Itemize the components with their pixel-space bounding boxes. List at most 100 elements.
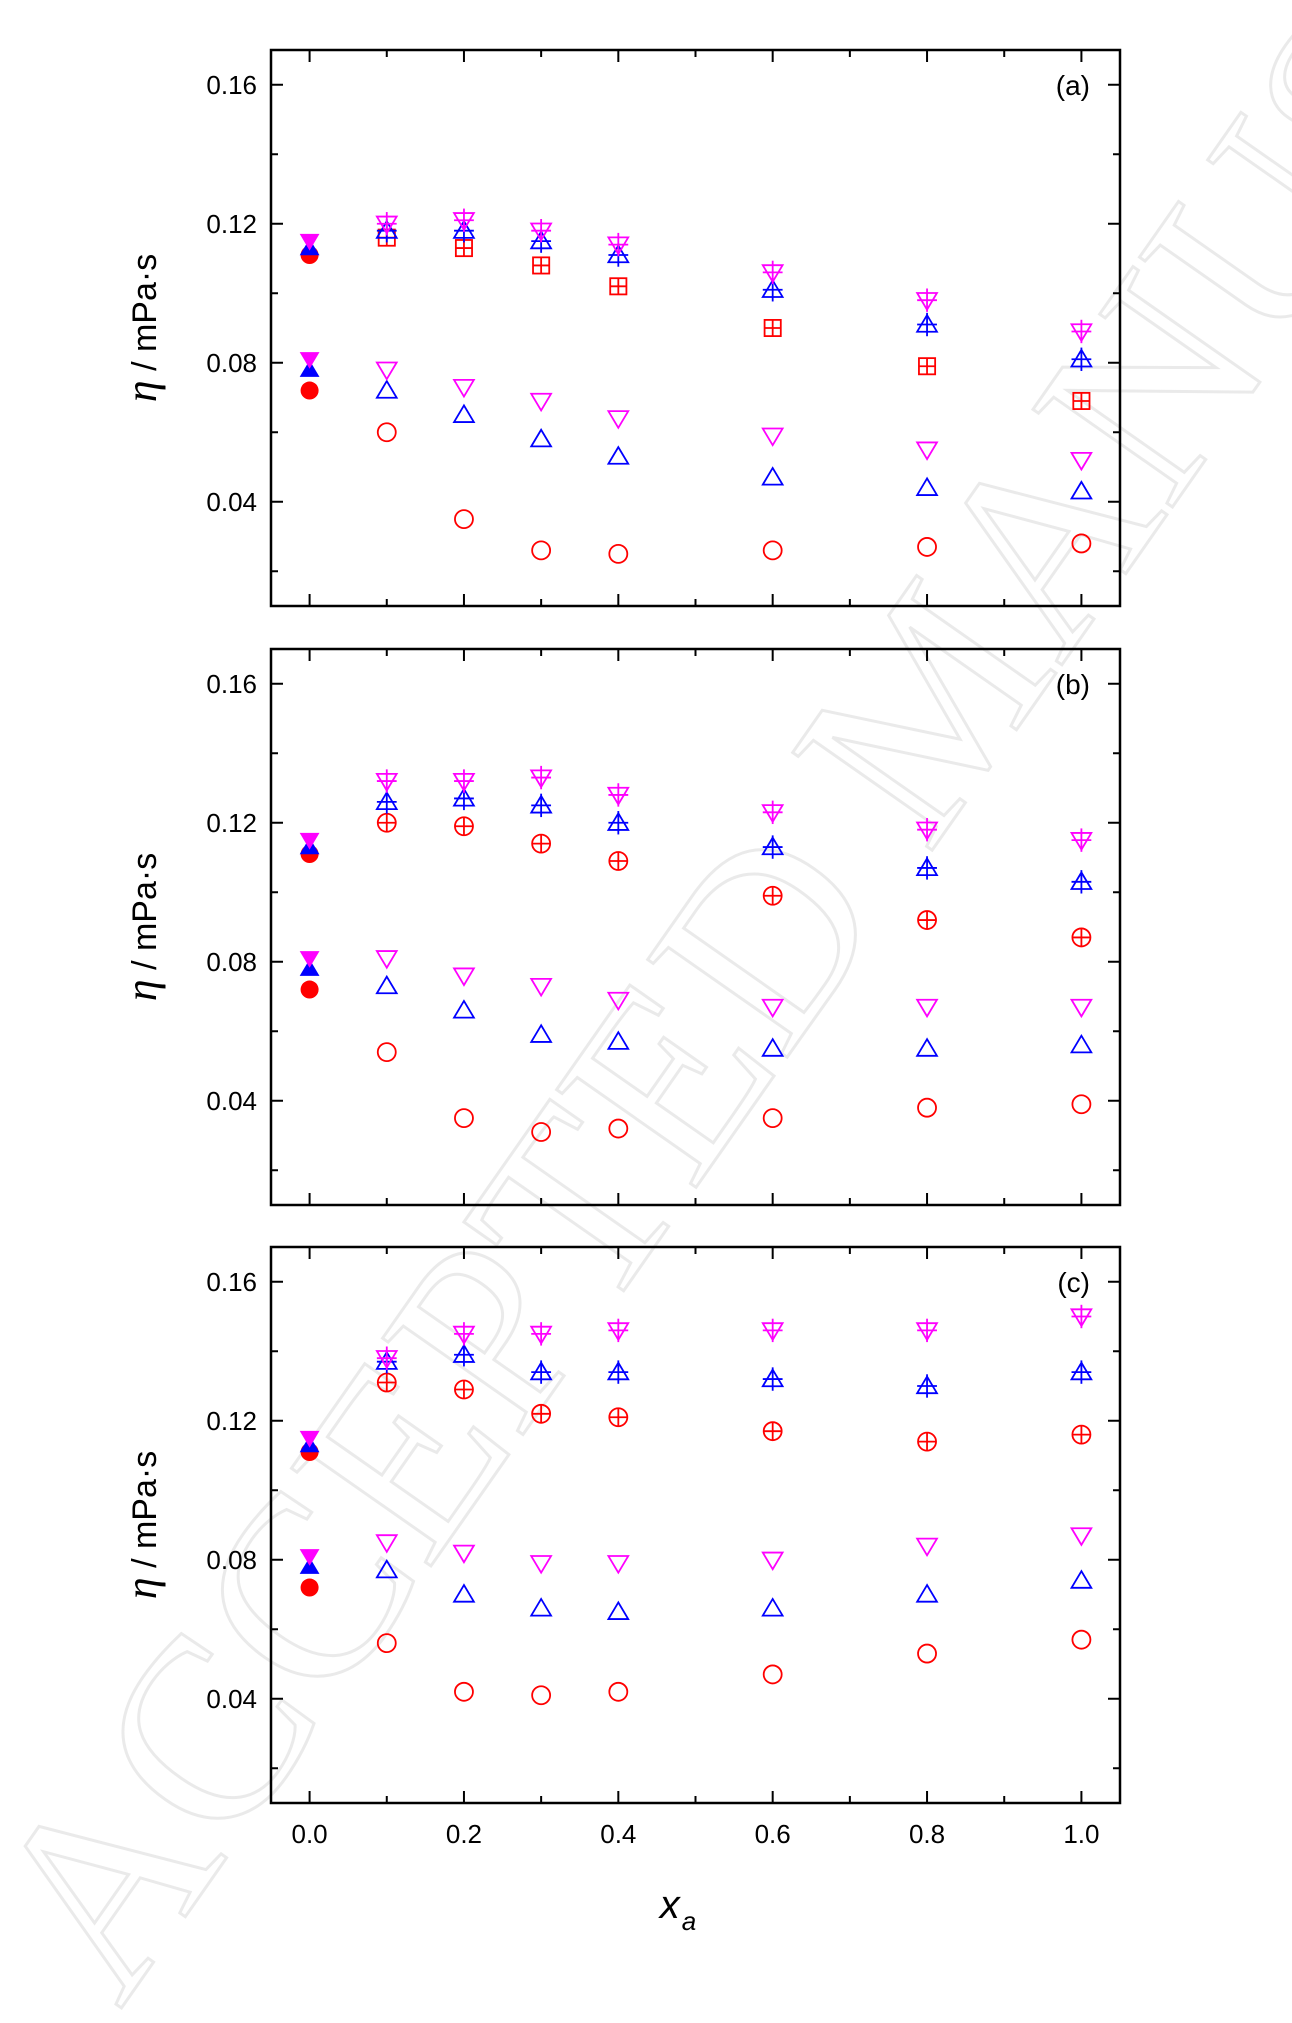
series-circle-open-red <box>376 422 1092 564</box>
series-triangle-down-plus-magenta <box>375 1304 1093 1370</box>
data-point <box>917 1097 937 1118</box>
data-point <box>608 851 629 871</box>
data-point <box>1069 1033 1093 1054</box>
data-point <box>375 950 399 970</box>
data-point <box>375 212 399 236</box>
data-point <box>1069 319 1093 344</box>
data-point <box>608 1407 629 1428</box>
data-point <box>299 951 320 968</box>
series-triangle-down-open-magenta <box>375 1527 1093 1575</box>
data-point <box>915 1374 939 1398</box>
data-point <box>532 256 551 275</box>
data-point <box>375 379 399 399</box>
data-point <box>606 1360 630 1384</box>
data-point <box>300 1578 319 1597</box>
y-tick-label: 0.04 <box>206 487 257 517</box>
y-axis-title: η / mPa·s <box>117 1451 166 1599</box>
data-point <box>917 537 937 557</box>
data-point <box>454 239 473 258</box>
data-point <box>531 833 552 854</box>
series-triangle-down-open-magenta <box>375 950 1093 1019</box>
data-point <box>761 466 785 486</box>
panel-label: (b) <box>1056 669 1090 700</box>
data-point <box>1072 391 1091 410</box>
series-circle-open-red <box>376 1629 1092 1706</box>
data-point <box>1069 1569 1093 1589</box>
y-tick-label: 0.08 <box>206 947 257 977</box>
data-point <box>761 1367 785 1391</box>
data-point <box>531 1685 552 1706</box>
data-point <box>761 1597 785 1617</box>
data-point <box>1071 1629 1092 1650</box>
x-axis-title: xa <box>658 1883 696 1936</box>
data-point <box>915 288 939 312</box>
series-circle-plus-red <box>376 1372 1092 1452</box>
data-point <box>606 1318 630 1343</box>
data-point <box>529 793 553 818</box>
x-tick-label: 0.2 <box>446 1819 482 1849</box>
data-point <box>531 540 552 561</box>
data-point <box>452 769 476 793</box>
data-point <box>454 1681 474 1702</box>
data-point <box>608 1118 629 1139</box>
data-point <box>452 403 476 423</box>
data-point <box>761 260 785 285</box>
data-point <box>529 1322 553 1346</box>
series-triangle-up-open-blue <box>375 1558 1093 1620</box>
series-circle-plus-red <box>376 812 1092 948</box>
data-point <box>761 1037 785 1057</box>
panel-label: (c) <box>1057 1267 1090 1298</box>
y-tick-label: 0.08 <box>206 348 257 378</box>
data-point <box>375 1534 399 1554</box>
data-point <box>1069 480 1093 500</box>
data-point <box>606 410 630 430</box>
data-point <box>608 543 629 564</box>
y-tick-label: 0.12 <box>206 808 257 838</box>
data-point <box>300 980 319 999</box>
y-axis-title-symbol: η <box>117 1577 166 1599</box>
data-point <box>299 233 320 251</box>
y-axis-title-unit: / mPa·s <box>126 853 164 980</box>
y-axis-title-symbol: η <box>117 380 166 402</box>
data-point <box>452 1583 476 1603</box>
data-point <box>529 392 553 413</box>
data-point <box>529 1360 553 1384</box>
data-point <box>1069 870 1093 894</box>
series-triangle-up-plus-blue <box>375 1343 1093 1398</box>
data-point <box>761 1551 785 1571</box>
data-point <box>1069 1527 1093 1547</box>
data-point <box>375 361 399 381</box>
y-tick-label: 0.16 <box>206 669 257 699</box>
data-point <box>606 1555 630 1575</box>
panel-a: 0.04 0.08 0.12 0.16 (a) η / mPa·s <box>117 48 1122 608</box>
data-point <box>452 1544 476 1565</box>
data-point <box>915 1037 939 1057</box>
data-point <box>915 998 939 1019</box>
data-point <box>917 910 937 930</box>
series-triangle-down-plus-magenta <box>375 765 1093 852</box>
data-point <box>452 208 476 232</box>
data-point <box>915 312 939 337</box>
x-tick-label: 0.4 <box>600 1819 636 1849</box>
data-point <box>299 1549 320 1566</box>
data-point <box>531 1403 552 1424</box>
data-point <box>531 1122 552 1142</box>
data-point <box>1069 998 1093 1019</box>
data-point <box>606 1600 630 1620</box>
series-triangle-down-plus-magenta <box>375 208 1093 344</box>
x-tick-label: 0.8 <box>909 1819 945 1849</box>
data-point <box>1069 828 1093 852</box>
data-point <box>761 835 785 859</box>
data-point <box>452 967 476 987</box>
data-point <box>299 1430 320 1448</box>
data-point <box>1069 451 1093 472</box>
y-tick-label: 0.12 <box>206 209 257 239</box>
data-point <box>606 445 630 465</box>
series-triangle-up-plus-blue <box>375 786 1093 894</box>
data-point <box>529 427 553 448</box>
data-point <box>376 1633 397 1654</box>
panel-b: 0.04 0.08 0.12 0.16 (b) η / mPa·s <box>117 647 1122 1207</box>
data-point <box>915 441 939 461</box>
